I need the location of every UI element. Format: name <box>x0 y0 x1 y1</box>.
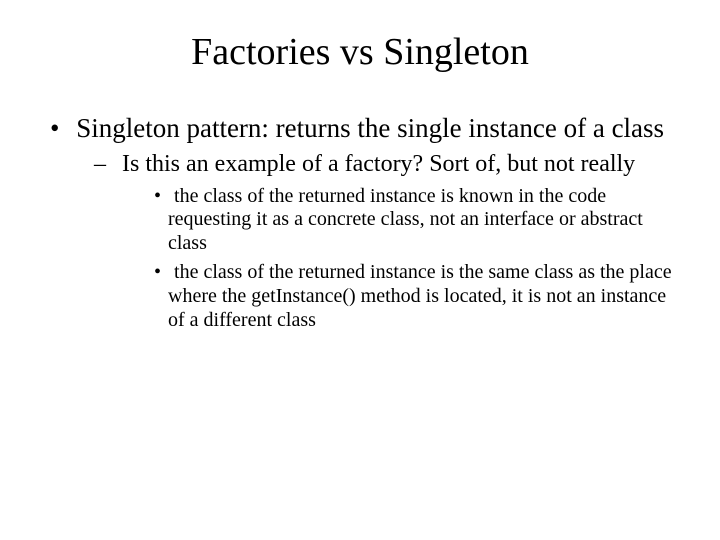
bullet-l3-text: the class of the returned instance is kn… <box>168 185 643 254</box>
bullet-list-level3: the class of the returned instance is kn… <box>116 185 680 333</box>
bullet-l2-item: Is this an example of a factory? Sort of… <box>94 150 680 332</box>
slide: Factories vs Singleton Singleton pattern… <box>0 30 720 540</box>
bullet-l3-item: the class of the returned instance is kn… <box>150 185 680 256</box>
bullet-list-level1: Singleton pattern: returns the single in… <box>40 112 680 332</box>
slide-body: Singleton pattern: returns the single in… <box>0 112 720 332</box>
bullet-list-level2: Is this an example of a factory? Sort of… <box>68 150 680 332</box>
bullet-l3-item: the class of the returned instance is th… <box>150 261 680 332</box>
bullet-l2-text: Is this an example of a factory? Sort of… <box>122 151 635 177</box>
slide-title: Factories vs Singleton <box>0 30 720 74</box>
bullet-l1-item: Singleton pattern: returns the single in… <box>40 112 680 332</box>
bullet-l3-text: the class of the returned instance is th… <box>168 261 672 330</box>
bullet-l1-text: Singleton pattern: returns the single in… <box>76 113 664 143</box>
